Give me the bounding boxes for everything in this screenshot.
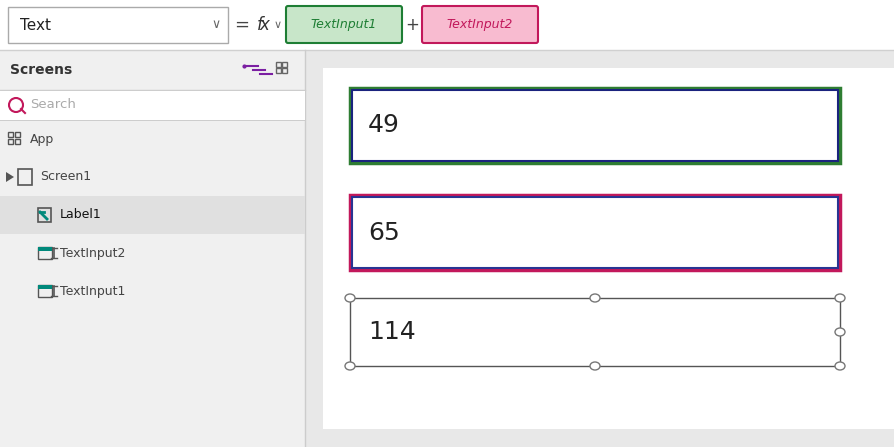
Bar	[8, 139, 13, 144]
Polygon shape	[6, 172, 14, 182]
Bar	[0, 50, 305, 447]
Bar	[352, 197, 838, 268]
Text: $f\!x$: $f\!x$	[257, 16, 272, 34]
Text: 49: 49	[368, 114, 400, 138]
Bar	[0, 50, 305, 90]
Bar	[282, 62, 287, 67]
Text: TextInput1: TextInput1	[311, 18, 377, 31]
Text: Screen1: Screen1	[40, 170, 91, 184]
FancyBboxPatch shape	[286, 6, 402, 43]
Bar	[276, 68, 281, 73]
Bar	[38, 285, 52, 297]
Ellipse shape	[590, 294, 600, 302]
Text: Label1: Label1	[60, 208, 102, 222]
Bar	[0, 90, 305, 120]
Text: TextInput2: TextInput2	[60, 246, 125, 260]
Text: 65: 65	[368, 220, 400, 245]
Bar	[352, 90, 838, 161]
Ellipse shape	[345, 362, 355, 370]
Bar	[323, 68, 894, 429]
Bar	[350, 88, 840, 163]
FancyBboxPatch shape	[422, 6, 538, 43]
Bar	[8, 132, 13, 137]
Text: +: +	[405, 16, 419, 34]
Bar	[38, 247, 52, 251]
Bar	[350, 195, 840, 270]
Bar	[38, 247, 52, 259]
Bar	[15, 139, 20, 144]
Ellipse shape	[835, 328, 845, 336]
Bar	[305, 50, 894, 447]
Bar	[38, 285, 52, 289]
Text: TextInput2: TextInput2	[447, 18, 513, 31]
Text: ∨: ∨	[212, 18, 221, 31]
Bar	[38, 208, 51, 222]
Text: ∨: ∨	[274, 20, 283, 30]
Bar	[18, 169, 32, 185]
Ellipse shape	[835, 362, 845, 370]
Bar	[0, 0, 894, 50]
Bar	[282, 68, 287, 73]
Text: App: App	[30, 132, 55, 146]
Bar	[276, 62, 281, 67]
Ellipse shape	[590, 362, 600, 370]
Bar	[0, 196, 305, 234]
Text: 114: 114	[368, 320, 416, 344]
Ellipse shape	[835, 294, 845, 302]
Text: Screens: Screens	[10, 63, 72, 77]
Text: TextInput1: TextInput1	[60, 284, 125, 298]
Text: =: =	[234, 16, 249, 34]
Text: Text: Text	[20, 17, 51, 33]
Bar	[8, 7, 228, 43]
Ellipse shape	[345, 294, 355, 302]
Text: Search: Search	[30, 98, 76, 111]
Bar	[15, 132, 20, 137]
